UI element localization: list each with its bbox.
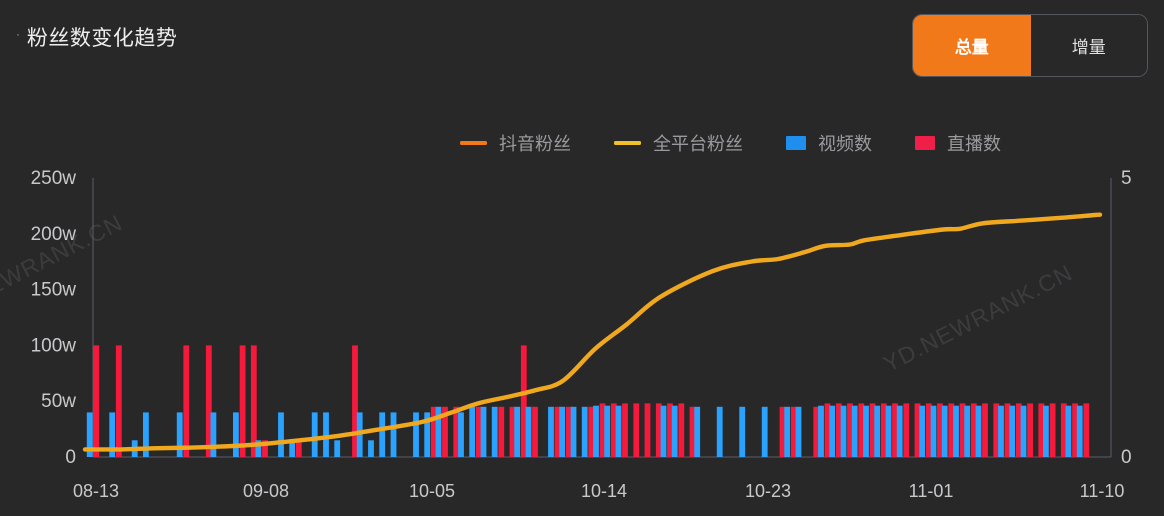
svg-text:08-13: 08-13 xyxy=(73,481,119,501)
svg-text:250w: 250w xyxy=(31,168,77,189)
svg-text:150w: 150w xyxy=(31,280,77,301)
svg-text:0: 0 xyxy=(65,447,76,468)
svg-text:11-01: 11-01 xyxy=(909,481,954,501)
svg-text:50w: 50w xyxy=(41,391,76,412)
svg-text:10-05: 10-05 xyxy=(409,481,455,501)
svg-text:11-10: 11-10 xyxy=(1080,481,1125,501)
svg-text:09-08: 09-08 xyxy=(243,481,289,501)
svg-text:0: 0 xyxy=(1121,447,1132,468)
svg-text:100w: 100w xyxy=(31,335,77,356)
svg-text:10-14: 10-14 xyxy=(581,481,627,501)
svg-text:200w: 200w xyxy=(31,224,77,245)
svg-text:5: 5 xyxy=(1121,168,1132,189)
svg-text:10-23: 10-23 xyxy=(745,481,791,501)
